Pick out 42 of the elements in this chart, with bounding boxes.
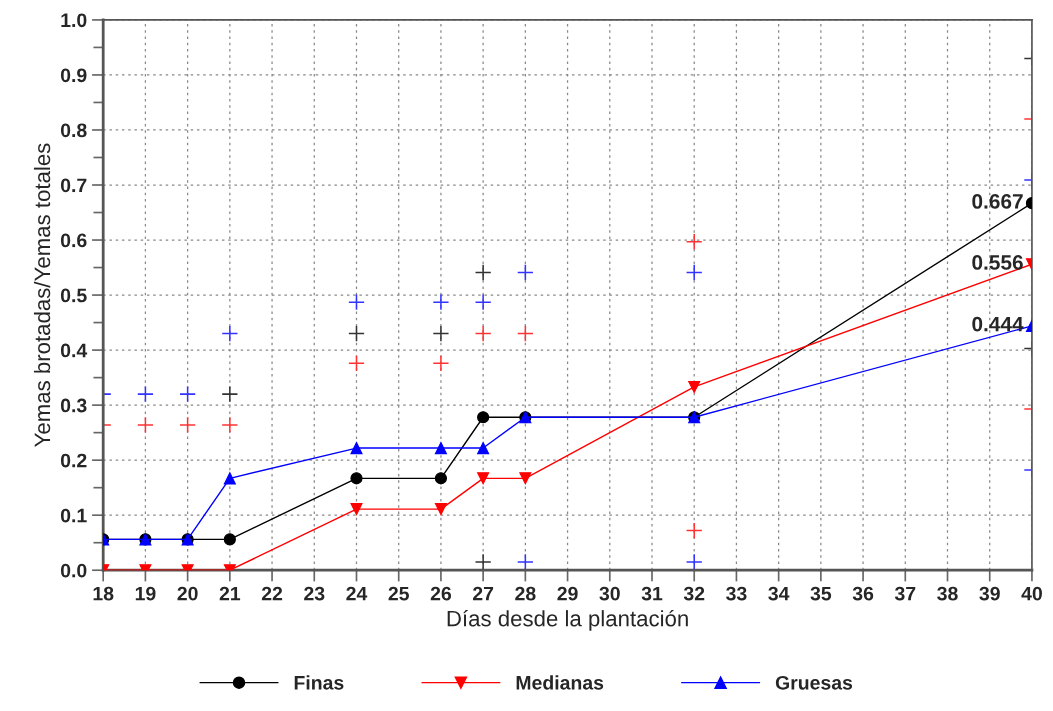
x-tick-label: 37 (894, 586, 916, 601)
y-tick-label: 0.1 (60, 508, 87, 523)
y-tick-label: 0.8 (60, 123, 87, 138)
x-tick-label: 29 (557, 586, 578, 601)
x-tick-label: 28 (515, 586, 536, 601)
x-tick-label: 39 (979, 586, 1000, 601)
x-tick-label: 20 (177, 586, 198, 601)
data-label: 0.667 (972, 194, 1023, 209)
y-tick-label: 1.0 (61, 13, 87, 28)
x-tick-label: 22 (261, 586, 283, 601)
x-tick-label: 26 (430, 586, 452, 601)
x-tick-label: 23 (304, 586, 325, 601)
x-tick-label: 19 (135, 586, 156, 601)
y-tick-label: 0.5 (60, 288, 87, 303)
y-tick-label: 0.2 (60, 453, 87, 468)
x-tick-label: 31 (641, 586, 663, 601)
y-tick-label: 0.6 (60, 233, 87, 248)
x-tick-label: 38 (937, 586, 958, 601)
x-tick-label: 21 (219, 586, 241, 601)
x-tick-label: 18 (93, 586, 114, 601)
y-tick-label: 0.9 (60, 68, 87, 83)
legend-label: Gruesas (775, 675, 853, 690)
y-tick-label: 0.7 (60, 178, 87, 193)
x-tick-label: 34 (768, 586, 790, 601)
x-tick-label: 25 (388, 586, 409, 601)
x-tick-label: 36 (852, 586, 874, 601)
data-label: 0.556 (972, 255, 1023, 270)
x-tick-label: 32 (683, 586, 705, 601)
x-tick-label: 33 (726, 586, 747, 601)
legend-label: Finas (294, 675, 344, 690)
x-tick-label: 40 (1021, 586, 1042, 601)
y-axis-title: Yemas brotadas/Yemas totales (33, 143, 51, 447)
y-tick-label: 0.0 (60, 563, 87, 578)
y-tick-label: 0.3 (60, 398, 87, 413)
y-tick-label: 0.4 (60, 343, 88, 358)
x-tick-label: 30 (599, 586, 620, 601)
x-tick-label: 27 (473, 586, 494, 601)
data-label: 0.444 (972, 316, 1024, 332)
x-axis-title: Días desde la plantación (447, 609, 688, 631)
x-tick-label: 35 (810, 586, 832, 601)
legend-label: Medianas (516, 675, 604, 690)
x-tick-label: 24 (346, 586, 368, 601)
